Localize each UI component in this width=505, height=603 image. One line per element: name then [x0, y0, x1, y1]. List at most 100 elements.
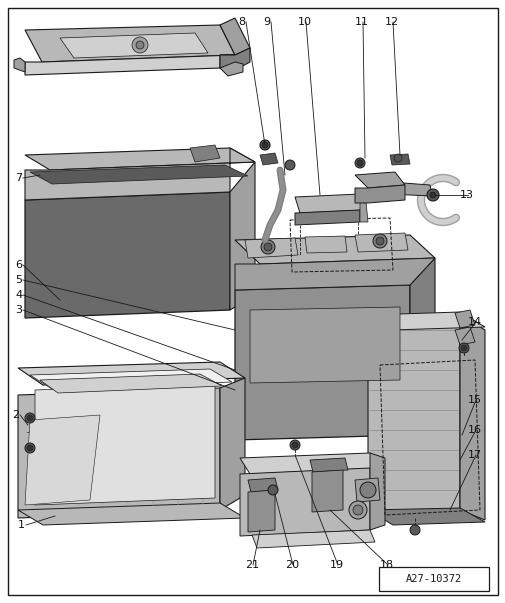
Polygon shape [234, 285, 409, 440]
Polygon shape [355, 233, 407, 252]
Polygon shape [30, 165, 247, 184]
Polygon shape [40, 374, 222, 393]
Circle shape [348, 501, 366, 519]
Polygon shape [60, 33, 208, 58]
Polygon shape [409, 258, 434, 435]
FancyBboxPatch shape [378, 567, 488, 591]
Polygon shape [25, 148, 255, 170]
Polygon shape [260, 153, 277, 165]
Polygon shape [355, 478, 379, 502]
Circle shape [260, 140, 270, 150]
Text: 18: 18 [379, 560, 393, 570]
Circle shape [458, 343, 468, 353]
Text: 2: 2 [12, 410, 19, 420]
Text: 16: 16 [467, 425, 481, 435]
Polygon shape [25, 415, 100, 505]
Circle shape [460, 345, 466, 351]
Circle shape [429, 192, 435, 198]
Circle shape [25, 443, 35, 453]
Polygon shape [30, 369, 231, 389]
Polygon shape [367, 312, 484, 330]
Text: 7: 7 [15, 173, 22, 183]
Circle shape [132, 37, 147, 53]
Circle shape [372, 234, 386, 248]
Polygon shape [359, 191, 367, 222]
Text: 10: 10 [297, 17, 312, 27]
Circle shape [289, 440, 299, 450]
Polygon shape [25, 192, 230, 318]
Polygon shape [18, 362, 244, 385]
Circle shape [264, 243, 272, 251]
Polygon shape [25, 55, 234, 75]
Polygon shape [189, 145, 220, 162]
Polygon shape [367, 315, 459, 515]
Polygon shape [25, 148, 255, 200]
Polygon shape [454, 327, 474, 345]
Polygon shape [294, 194, 364, 213]
Text: 17: 17 [467, 450, 481, 460]
Polygon shape [220, 62, 242, 76]
Circle shape [25, 413, 35, 423]
Polygon shape [220, 378, 244, 510]
Polygon shape [25, 25, 234, 62]
Polygon shape [389, 154, 409, 165]
Polygon shape [239, 453, 379, 474]
Circle shape [262, 142, 268, 148]
Polygon shape [251, 530, 374, 548]
Polygon shape [355, 185, 404, 203]
Circle shape [426, 189, 438, 201]
Circle shape [393, 154, 401, 162]
Polygon shape [454, 310, 474, 328]
Circle shape [352, 505, 362, 515]
Polygon shape [18, 503, 244, 525]
Text: 4: 4 [15, 290, 22, 300]
Circle shape [359, 482, 375, 498]
Polygon shape [14, 58, 25, 72]
Text: 8: 8 [237, 17, 244, 27]
Circle shape [261, 240, 274, 254]
Text: 5: 5 [15, 275, 22, 285]
Text: 21: 21 [244, 560, 259, 570]
Text: 15: 15 [467, 395, 481, 405]
Polygon shape [234, 235, 434, 264]
Polygon shape [387, 182, 431, 196]
Polygon shape [249, 307, 399, 383]
Polygon shape [220, 48, 249, 70]
Polygon shape [459, 315, 484, 520]
Text: 20: 20 [284, 560, 298, 570]
Polygon shape [312, 470, 342, 512]
Polygon shape [244, 238, 297, 258]
Circle shape [27, 415, 33, 421]
Circle shape [357, 160, 362, 166]
Polygon shape [18, 388, 220, 518]
Text: 6: 6 [15, 260, 22, 270]
Text: A27-10372: A27-10372 [405, 574, 461, 584]
Polygon shape [239, 468, 369, 536]
Text: 14: 14 [467, 317, 481, 327]
Polygon shape [310, 458, 347, 472]
Text: 3: 3 [15, 305, 22, 315]
Polygon shape [294, 210, 359, 225]
Circle shape [409, 525, 419, 535]
Circle shape [284, 160, 294, 170]
Polygon shape [355, 172, 404, 188]
Text: 19: 19 [329, 560, 343, 570]
Polygon shape [369, 453, 384, 530]
Polygon shape [220, 18, 249, 55]
Circle shape [268, 485, 277, 495]
Circle shape [291, 442, 297, 448]
Polygon shape [247, 490, 274, 532]
Text: 9: 9 [263, 17, 270, 27]
Text: 1: 1 [18, 520, 25, 530]
Text: 12: 12 [384, 17, 398, 27]
Polygon shape [367, 508, 484, 525]
Circle shape [27, 445, 33, 451]
Text: 11: 11 [355, 17, 368, 27]
Polygon shape [247, 478, 277, 492]
Circle shape [136, 41, 144, 49]
Polygon shape [35, 383, 215, 505]
Polygon shape [234, 258, 434, 290]
Text: 13: 13 [459, 190, 473, 200]
Polygon shape [230, 162, 255, 310]
Circle shape [355, 158, 364, 168]
